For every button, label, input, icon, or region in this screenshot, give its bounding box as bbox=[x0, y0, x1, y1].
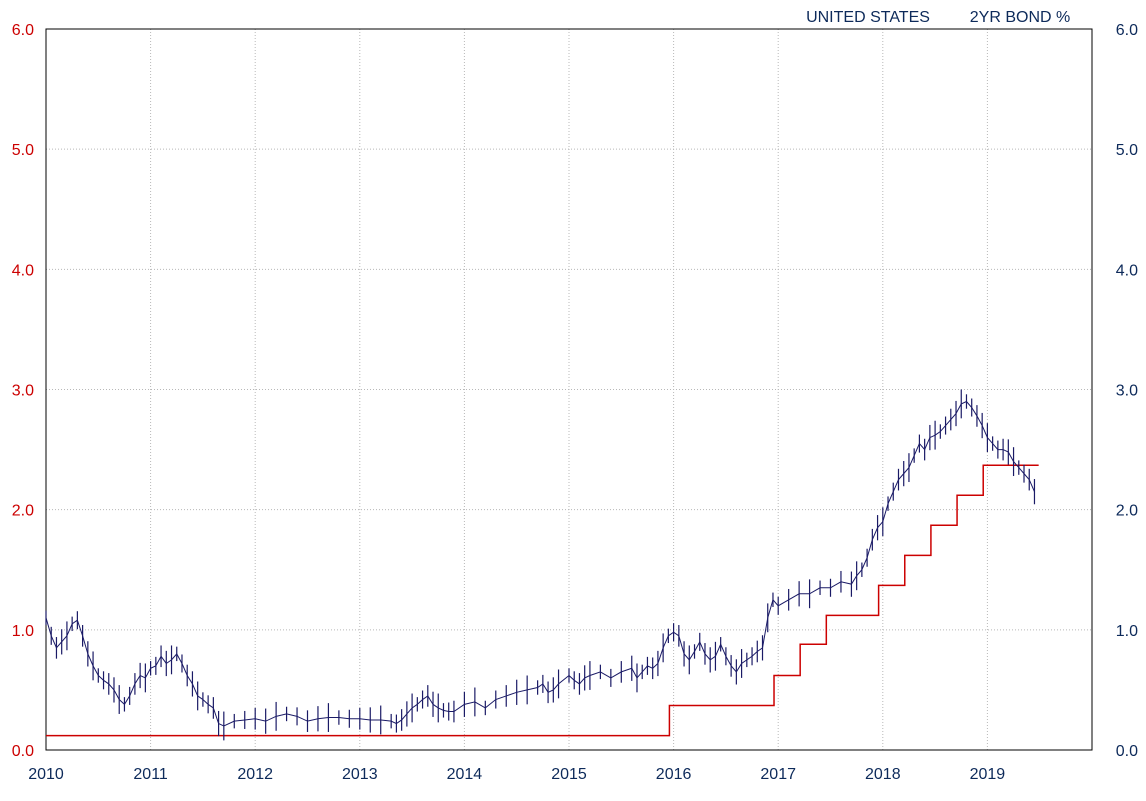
x-tick-label: 2015 bbox=[551, 766, 587, 783]
x-tick-label: 2012 bbox=[237, 766, 273, 783]
x-tick-label: 2010 bbox=[28, 766, 64, 783]
grid bbox=[46, 29, 1092, 750]
x-tick-label: 2018 bbox=[865, 766, 901, 783]
x-tick-label: 2011 bbox=[133, 766, 168, 783]
x-tick-label: 2019 bbox=[970, 766, 1006, 783]
right-y-tick-label: 2.0 bbox=[1116, 503, 1138, 520]
left-y-axis: 0.0 1.0 2.0 3.0 4.0 5.0 6.0 bbox=[12, 22, 34, 760]
left-y-tick-label: 5.0 bbox=[12, 142, 34, 159]
x-tick-label: 2013 bbox=[342, 766, 378, 783]
left-y-tick-label: 2.0 bbox=[12, 503, 34, 520]
x-axis: 2010 2011 2012 2013 2014 2015 2016 2017 2018 2019 bbox=[28, 766, 1005, 783]
chart-title-series: 2YR BOND % bbox=[970, 9, 1070, 26]
left-y-tick-label: 4.0 bbox=[12, 262, 34, 279]
right-y-tick-label: 4.0 bbox=[1116, 262, 1138, 279]
right-y-tick-label: 5.0 bbox=[1116, 142, 1138, 159]
right-y-tick-label: 6.0 bbox=[1116, 22, 1138, 39]
x-tick-label: 2014 bbox=[447, 766, 483, 783]
right-y-tick-label: 1.0 bbox=[1116, 623, 1138, 640]
series-layer bbox=[45, 389, 1039, 741]
right-y-axis: 0.0 1.0 2.0 3.0 4.0 5.0 6.0 bbox=[1116, 22, 1138, 760]
bond-yield-line bbox=[45, 400, 1035, 727]
x-tick-label: 2016 bbox=[656, 766, 692, 783]
right-y-tick-label: 3.0 bbox=[1116, 383, 1138, 400]
plot-frame bbox=[45, 28, 1093, 751]
x-tick-label: 2017 bbox=[760, 766, 796, 783]
right-y-tick-label: 0.0 bbox=[1116, 743, 1138, 760]
left-y-tick-label: 0.0 bbox=[12, 743, 34, 760]
left-y-tick-label: 6.0 bbox=[12, 22, 34, 39]
left-y-tick-label: 3.0 bbox=[12, 383, 34, 400]
chart-title-country: UNITED STATES bbox=[806, 9, 930, 26]
left-y-tick-label: 1.0 bbox=[12, 623, 34, 640]
fed-funds-step-line bbox=[46, 464, 1039, 737]
